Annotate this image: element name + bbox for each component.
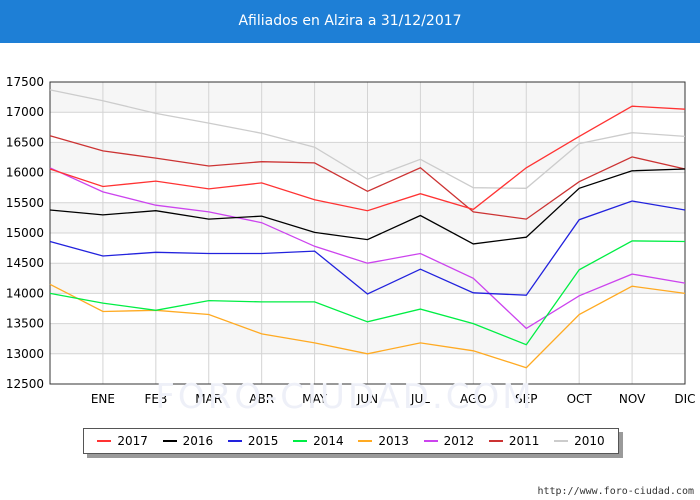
legend-item-2013: 2013	[358, 434, 409, 448]
legend: 2017 2016 2015 2014 2013 2012 2011 2010	[83, 428, 623, 458]
plot-frame	[49, 81, 686, 385]
legend-swatch	[554, 440, 569, 442]
y-tick-label: 17000	[6, 105, 44, 119]
legend-label: 2011	[508, 434, 540, 448]
x-tick-label: ENE	[91, 392, 115, 406]
y-tick-label: 14500	[6, 256, 44, 270]
legend-swatch	[358, 440, 373, 442]
y-tick-label: 17500	[6, 75, 44, 89]
x-tick-label: FEB	[144, 392, 167, 406]
legend-swatch	[293, 440, 308, 442]
legend-swatch	[423, 440, 438, 442]
legend-label: 2013	[378, 434, 409, 448]
y-tick-label: 16000	[6, 166, 44, 180]
y-tick-label: 13500	[6, 317, 44, 331]
y-tick-label: 14000	[6, 286, 44, 300]
legend-swatch	[162, 440, 177, 442]
legend-label: 2016	[182, 434, 214, 448]
y-tick-label: 16500	[6, 135, 44, 149]
series-line-2014	[49, 240, 686, 346]
legend-swatch	[97, 440, 112, 442]
legend-box: 2017 2016 2015 2014 2013 2012 2011 2010	[83, 428, 619, 454]
x-tick-label: MAR	[195, 392, 222, 406]
y-tick-label: 13000	[6, 347, 44, 361]
series-line-2015	[49, 200, 686, 296]
line-chart: 12500 13000 13500 14000 14500 15000 15500 16000…	[6, 75, 696, 406]
legend-item-2017: 2017	[97, 434, 148, 448]
x-tick-label: DIC	[674, 392, 695, 406]
x-tick-label: NOV	[619, 392, 646, 406]
legend-item-2016: 2016	[162, 434, 214, 448]
legend-item-2010: 2010	[554, 434, 605, 448]
legend-label: 2010	[574, 434, 605, 448]
x-tick-label: MAY	[302, 392, 328, 406]
x-tick-label: JUL	[410, 392, 430, 406]
legend-item-2012: 2012	[423, 434, 475, 448]
y-tick-label: 15000	[6, 226, 44, 240]
series-line-2017	[49, 105, 686, 212]
x-tick-label: ABR	[249, 392, 274, 406]
legend-item-2014: 2014	[293, 434, 344, 448]
series-line-2012	[49, 167, 686, 330]
legend-swatch	[488, 440, 503, 442]
chart-title: Afiliados en Alzira a 31/12/2017	[238, 13, 462, 29]
legend-label: 2012	[443, 434, 475, 448]
x-tick-label: SEP	[515, 392, 537, 406]
legend-swatch	[227, 440, 242, 442]
footer-url: http://www.foro-ciudad.com	[537, 486, 694, 497]
y-tick-label: 15500	[6, 196, 44, 210]
series-line-2011	[49, 135, 686, 220]
x-tick-label: JUN	[356, 392, 378, 406]
title-bar	[0, 0, 700, 43]
series-line-2016	[49, 168, 686, 245]
series-line-2010	[49, 89, 686, 189]
watermark: FORO-CIUDAD.COM	[155, 377, 535, 417]
legend-item-2011: 2011	[488, 434, 540, 448]
legend-label: 2015	[247, 434, 279, 448]
y-tick-label: 12500	[6, 377, 44, 391]
x-tick-label: OCT	[567, 392, 593, 406]
legend-label: 2017	[117, 434, 148, 448]
x-tick-label: AGO	[460, 392, 487, 406]
legend-label: 2014	[313, 434, 344, 448]
legend-item-2015: 2015	[227, 434, 279, 448]
